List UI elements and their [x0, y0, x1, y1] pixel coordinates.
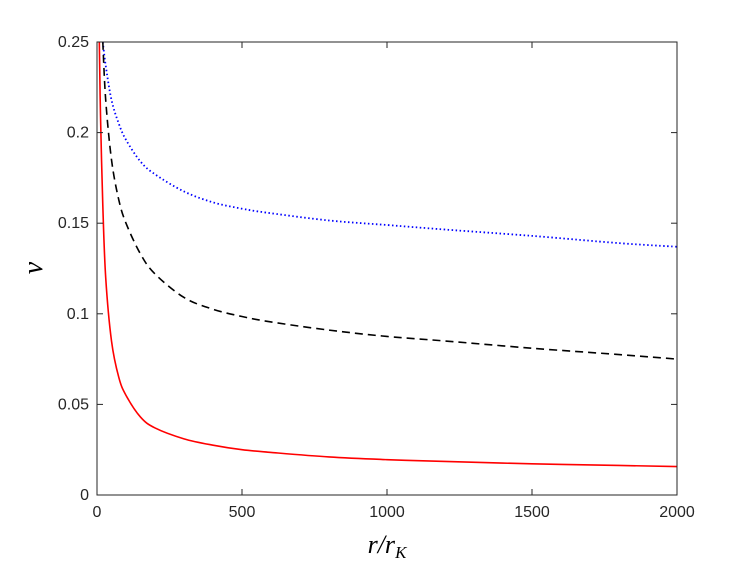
y-tick-label: 0.25 [58, 34, 89, 51]
x-axis-label: r/rK [368, 530, 408, 561]
y-axis-label: v [18, 261, 49, 274]
blue-dotted-curve [101, 42, 677, 248]
red-solid-curve [98, 42, 677, 468]
black-dashed-curve [102, 42, 677, 360]
x-tick-label: 1000 [369, 504, 405, 521]
y-tick-label: 0.2 [67, 125, 89, 142]
x-tick-label: 500 [229, 504, 256, 521]
x-axis-label-subscript: K [394, 543, 408, 561]
x-axis-label-main: r/r [368, 530, 396, 559]
y-tick-label: 0.05 [58, 396, 89, 413]
x-tick-label: 2000 [659, 504, 695, 521]
y-axis-ticks: 0 0.05 0.1 0.15 0.2 0.25 [58, 34, 677, 504]
x-axis-ticks: 0 500 1000 1500 2000 [93, 42, 695, 521]
y-tick-label: 0.1 [67, 306, 89, 323]
y-tick-label: 0.15 [58, 215, 89, 232]
series-layer [98, 42, 677, 468]
y-tick-label: 0 [80, 487, 89, 504]
x-tick-label: 0 [93, 504, 102, 521]
x-tick-label: 1500 [514, 504, 550, 521]
